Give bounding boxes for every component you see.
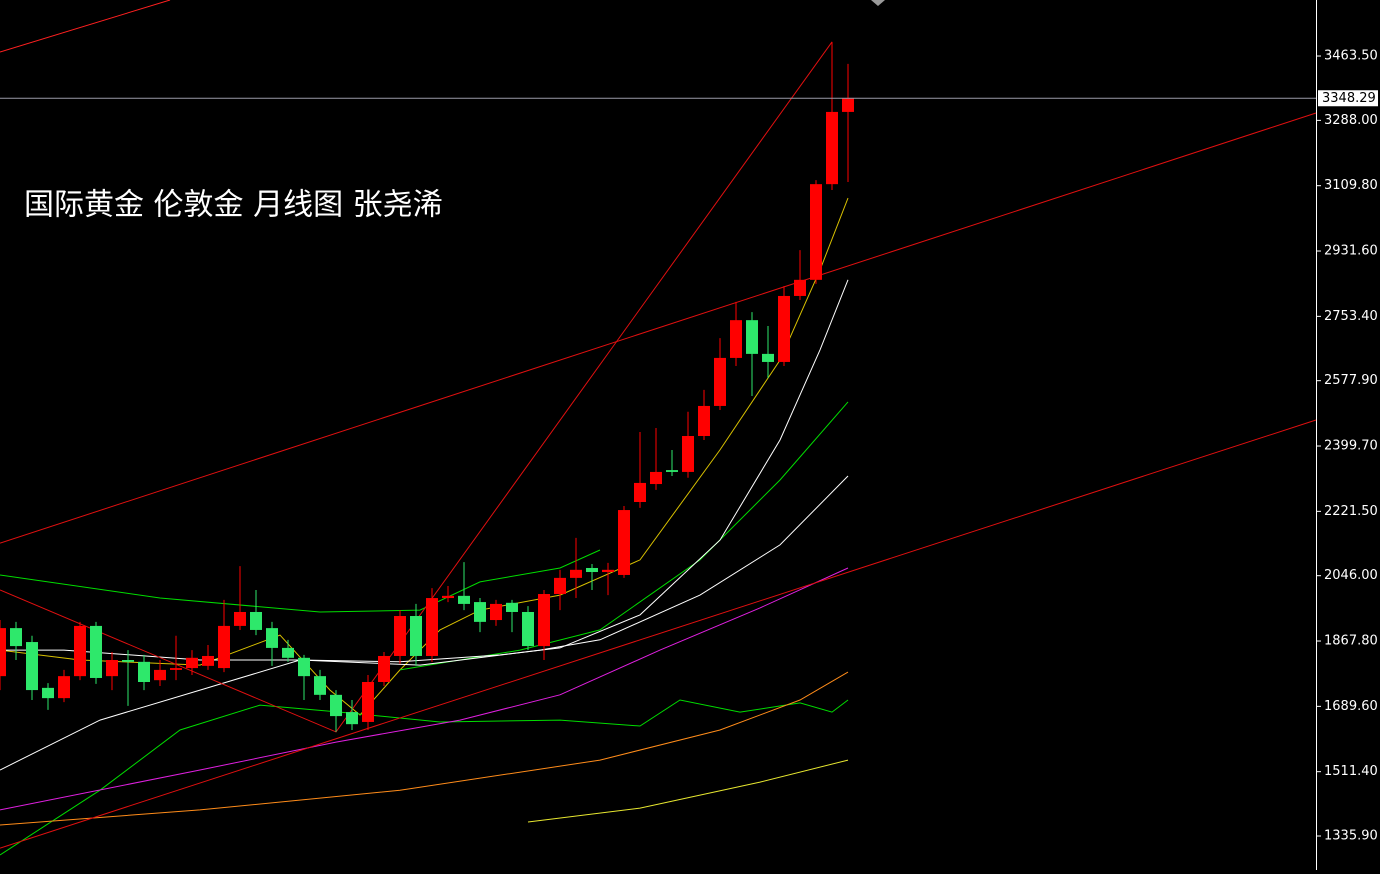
candle-body (138, 661, 150, 683)
candle-body (778, 295, 790, 362)
candle-body (10, 628, 22, 647)
y-tick-label: 1335.90 (1324, 829, 1378, 844)
candle-body (474, 602, 486, 622)
overlay-line (0, 0, 171, 53)
y-tick-label: 1689.60 (1324, 699, 1378, 714)
candle-body (298, 657, 310, 677)
y-tick-label: 1867.80 (1324, 634, 1378, 649)
candle-body (154, 669, 166, 681)
candle-body (666, 470, 678, 472)
candle-body (458, 595, 470, 604)
candle-body (26, 642, 38, 691)
candle-body (106, 660, 118, 677)
candle-body (0, 628, 6, 677)
candle-body (314, 676, 326, 695)
chart-title: 国际黄金 伦敦金 月线图 张尧浠 (24, 188, 443, 223)
candle-body (826, 111, 838, 185)
candle-body (634, 482, 646, 502)
candle-body (42, 687, 54, 699)
candle-body (762, 353, 774, 362)
candle-body (410, 616, 422, 656)
y-tick-label: 1511.40 (1324, 764, 1378, 779)
overlay-line (0, 419, 1317, 849)
overlay-line (0, 475, 849, 666)
candle-body (794, 279, 806, 296)
plot-area (0, 0, 1317, 856)
y-tick-label: 2046.00 (1324, 568, 1378, 583)
overlay-line (0, 671, 849, 826)
y-tick-label: 3288.00 (1324, 113, 1378, 128)
candle-body (170, 668, 182, 670)
candle-body (202, 655, 214, 666)
candle-body (554, 577, 566, 595)
candle-body (362, 682, 374, 722)
candle-body (618, 510, 630, 575)
y-tick-label: 2931.60 (1324, 244, 1378, 259)
overlay-line (0, 699, 849, 856)
candle-body (730, 320, 742, 358)
candle-body (122, 660, 134, 662)
y-tick-label: 2753.40 (1324, 309, 1378, 324)
y-tick-label: 2399.70 (1324, 439, 1378, 454)
candle-body (602, 569, 614, 573)
candle-body (442, 595, 454, 599)
candle-body (522, 611, 534, 647)
candle-body (570, 569, 582, 578)
marker (871, 0, 885, 6)
candle-body (714, 357, 726, 406)
last-price-label: 3348.29 (1322, 91, 1376, 106)
candle-body (698, 405, 710, 437)
candle-body (186, 657, 198, 669)
candle-body (90, 625, 102, 678)
candle-body (426, 598, 438, 656)
candle-body (810, 184, 822, 280)
overlay-line (0, 549, 601, 613)
y-tick-label: 3463.50 (1324, 49, 1378, 64)
candle-body (218, 625, 230, 669)
overlay-line (527, 759, 849, 823)
candle-body (650, 471, 662, 485)
last-price-box (1318, 90, 1378, 107)
candle-body (538, 594, 550, 647)
candle-body (394, 616, 406, 656)
candle-body (586, 567, 598, 573)
candle-body (266, 628, 278, 648)
overlay-line (0, 112, 1317, 544)
overlay-line (0, 567, 849, 811)
candle-body (346, 712, 358, 725)
overlay-line (399, 401, 849, 671)
candle-body (746, 320, 758, 354)
candle-body (250, 611, 262, 630)
y-tick-label: 2221.50 (1324, 504, 1378, 519)
candle-body (682, 436, 694, 472)
candle-body (74, 625, 86, 677)
candle-body (58, 676, 70, 699)
candle-body (842, 98, 854, 112)
y-tick-label: 2577.90 (1324, 373, 1378, 388)
candle-body (330, 694, 342, 717)
candle-body (282, 647, 294, 658)
candle-body (378, 655, 390, 683)
overlay-line (0, 41, 833, 733)
candle-body (490, 603, 502, 621)
candle-body (234, 611, 246, 626)
candle-body (506, 602, 518, 612)
y-tick-label: 3109.80 (1324, 178, 1378, 193)
